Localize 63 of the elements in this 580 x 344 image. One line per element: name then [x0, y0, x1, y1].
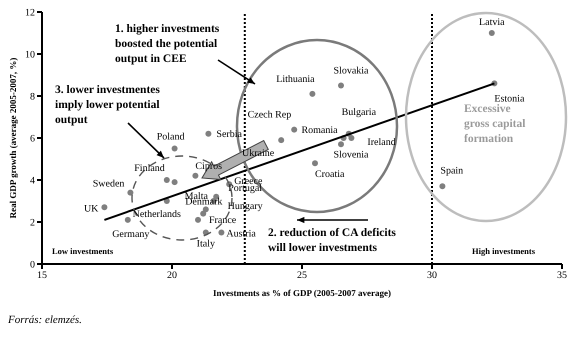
annotation: 2. reduction of CA deficits will lower investments	[268, 227, 396, 254]
point	[488, 30, 495, 36]
point	[192, 172, 198, 179]
data-label: Romania	[301, 125, 338, 136]
data-label: Poland	[156, 132, 184, 142]
y-tick-label: 4	[30, 176, 35, 187]
data-label: Austria	[226, 228, 256, 240]
x-tick-label: 20	[167, 270, 177, 282]
y-tick-label: 8	[30, 92, 35, 103]
point	[195, 216, 201, 223]
x-tick-label: 30	[427, 270, 437, 282]
annotation: 3. lower investmentes imply lower potential output	[55, 84, 160, 126]
x-axis-title: Investments as % of GDP (2005-2007 average)	[213, 288, 391, 298]
point	[218, 230, 224, 236]
data-label: Hungary	[228, 201, 263, 212]
data-label: Ireland	[367, 137, 396, 148]
point	[101, 204, 108, 210]
y-tick-label: 6	[30, 134, 35, 145]
point	[439, 183, 446, 190]
data-label: Netherlands	[132, 209, 182, 220]
y-axis-title: Real GDP growth (average 2005-2007, %)	[8, 58, 18, 218]
text: Forrás: elemzés.	[8, 314, 83, 326]
data-label: Estonia	[494, 93, 525, 104]
x-tick-label: 25	[297, 270, 307, 282]
point	[291, 126, 298, 133]
annotation: 1. higher investments boosted the potential output in CEE	[115, 23, 220, 65]
point	[124, 216, 131, 223]
data-label: Sweden	[92, 178, 124, 190]
point	[278, 137, 284, 144]
data-label: Slovenia	[334, 149, 370, 160]
data-label: France	[209, 214, 237, 226]
point	[172, 146, 178, 152]
y-tick-label: 10	[25, 50, 35, 61]
point	[309, 90, 316, 97]
data-label: UK	[84, 203, 100, 214]
point	[205, 130, 212, 137]
y-tick-label: 0	[30, 260, 35, 271]
data-label: Latvia	[479, 17, 506, 28]
point	[312, 160, 318, 166]
point	[338, 82, 344, 88]
x-tick-label: 15	[37, 270, 47, 282]
data-label: Lithuania	[276, 74, 316, 85]
annotation: Low investments	[52, 246, 114, 256]
annotation: Excessive gross capital formation	[464, 103, 526, 145]
point	[127, 190, 134, 196]
data-label: Serbia	[216, 128, 243, 140]
data-label: Croatia	[315, 169, 345, 180]
data-label: Slovakia	[334, 66, 370, 76]
y-tick-label: 12	[25, 8, 35, 19]
point	[348, 135, 354, 141]
data-label: Bulgaria	[342, 106, 377, 118]
point	[164, 177, 170, 183]
data-label: Czech Rep	[248, 110, 292, 121]
data-label: Italy	[196, 238, 215, 250]
point	[200, 210, 206, 217]
x-tick-label: 35	[557, 270, 567, 282]
data-label: Germany	[112, 228, 150, 240]
data-label: Finland	[134, 163, 165, 174]
point	[172, 179, 178, 186]
y-tick-label: 2	[30, 218, 35, 229]
point	[338, 141, 344, 148]
annotation: High investments	[472, 246, 536, 256]
data-label: Spain	[440, 165, 464, 176]
